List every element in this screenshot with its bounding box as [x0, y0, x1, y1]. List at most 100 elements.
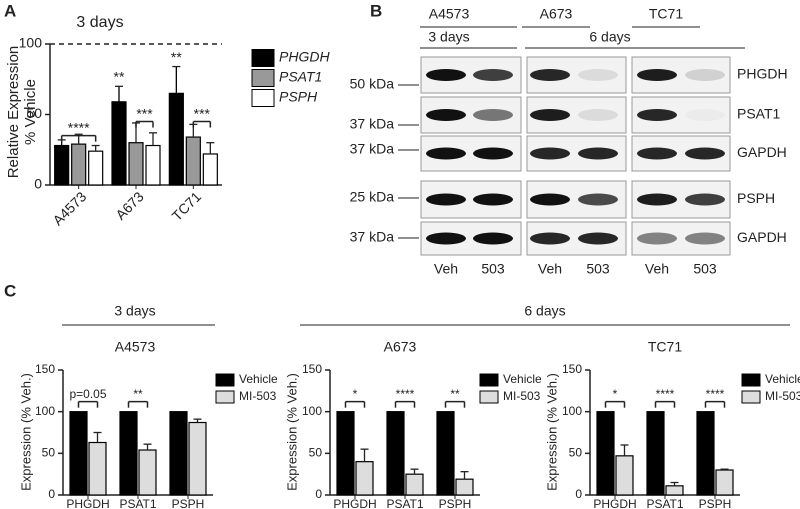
bar	[138, 449, 157, 496]
blot-band	[473, 193, 513, 206]
legend-swatch	[251, 89, 275, 107]
blot-band	[637, 193, 677, 206]
lane-label: Veh	[434, 261, 458, 277]
lane-label: Veh	[645, 261, 669, 277]
y-tick-label: 150	[562, 362, 582, 376]
group-header: 3 days	[114, 303, 155, 319]
y-tick-label: 0	[575, 487, 582, 501]
blot-band	[473, 69, 513, 81]
y-tick-label: 100	[562, 404, 582, 418]
legend-label: MI-503	[765, 389, 800, 403]
legend-swatch	[741, 390, 761, 404]
blot-band	[473, 232, 513, 245]
legend-label: Vehicle	[239, 372, 278, 386]
panel-label: B	[370, 1, 382, 20]
blot-band	[637, 147, 677, 160]
x-tick-label: A673	[112, 188, 147, 223]
x-tick-label: A4573	[49, 188, 89, 228]
bar	[54, 144, 70, 186]
legend-label: MI-503	[503, 389, 541, 403]
annotation: ***	[194, 105, 211, 121]
blot-band	[530, 147, 570, 160]
legend-label: Vehicle	[765, 372, 800, 386]
y-tick-label: 150	[35, 362, 55, 376]
blot-band	[637, 232, 677, 245]
legend-label: Vehicle	[503, 372, 542, 386]
y-axis-label: Expression (% Veh.)	[284, 373, 299, 491]
protein-label: PHGDH	[737, 66, 788, 82]
blot-band	[530, 232, 570, 245]
blot-band	[685, 193, 725, 206]
x-tick-label: PSAT1	[119, 497, 156, 509]
bar	[336, 411, 355, 496]
annotation: **	[450, 387, 460, 401]
y-axis-label: Relative Expression	[5, 46, 22, 179]
y-tick-label: 150	[302, 362, 322, 376]
legend-swatch	[215, 390, 235, 404]
x-tick-label: PSAT1	[386, 497, 423, 509]
y-axis-label: Expression (% Veh.)	[544, 373, 559, 491]
cell-line: A673	[540, 6, 573, 22]
blot-band	[530, 109, 570, 121]
blot-band	[530, 193, 570, 206]
bar	[202, 153, 218, 186]
cell-line: TC71	[649, 6, 683, 22]
annotation: ****	[68, 119, 90, 135]
bar	[715, 469, 734, 496]
y-tick-label: 100	[19, 35, 43, 51]
marker-label: 37 kDa	[350, 116, 395, 132]
y-tick-label: 50	[42, 446, 56, 460]
blot-band	[426, 109, 466, 121]
chart-title: A673	[384, 339, 417, 355]
legend-swatch	[741, 373, 761, 387]
x-tick-label: PHGDH	[66, 497, 109, 509]
bar	[355, 461, 374, 496]
bar	[71, 143, 87, 186]
blot-band	[426, 147, 466, 160]
marker-label: 37 kDa	[350, 141, 395, 157]
annotation: **	[114, 69, 125, 85]
blot-band	[685, 69, 725, 81]
bar	[436, 411, 455, 496]
duration: 3 days	[428, 29, 469, 45]
y-tick-label: 50	[26, 105, 42, 121]
y-tick-label: 50	[569, 446, 583, 460]
blot-band	[473, 109, 513, 121]
y-tick-label: 100	[302, 404, 322, 418]
x-tick-label: PHGDH	[593, 497, 636, 509]
legend-label: PSAT1	[279, 69, 322, 85]
y-tick-label: 0	[34, 176, 42, 192]
bar	[386, 411, 405, 496]
y-tick-label: 50	[309, 446, 323, 460]
y-tick-label: 0	[48, 487, 55, 501]
legend-swatch	[251, 69, 275, 87]
marker-label: 37 kDa	[350, 229, 395, 245]
blot-band	[685, 147, 725, 160]
bar	[88, 441, 107, 496]
blot-band	[578, 147, 618, 160]
annotation: **	[133, 387, 143, 401]
legend-label: MI-503	[239, 389, 277, 403]
duration: 6 days	[589, 29, 630, 45]
protein-label: PSAT1	[737, 106, 781, 122]
legend-label: PHGDH	[279, 49, 330, 65]
bar	[111, 101, 127, 186]
blot-frame	[631, 56, 731, 94]
chart-title: TC71	[648, 339, 682, 355]
legend-swatch	[251, 49, 275, 67]
blot-band	[426, 193, 466, 206]
marker-label: 25 kDa	[350, 189, 395, 205]
lane-label: 503	[481, 261, 505, 277]
annotation: ****	[656, 387, 675, 401]
annotation: ***	[136, 105, 153, 121]
bar	[119, 411, 138, 496]
protein-label: PSPH	[737, 190, 775, 206]
bar	[185, 136, 201, 186]
blot-band	[685, 109, 725, 121]
x-tick-label: PHGDH	[333, 497, 376, 509]
marker-label: 50 kDa	[350, 76, 395, 92]
protein-label: GAPDH	[737, 229, 787, 245]
bar	[169, 411, 188, 496]
bar	[455, 478, 474, 496]
cell-line: A4573	[429, 6, 470, 22]
